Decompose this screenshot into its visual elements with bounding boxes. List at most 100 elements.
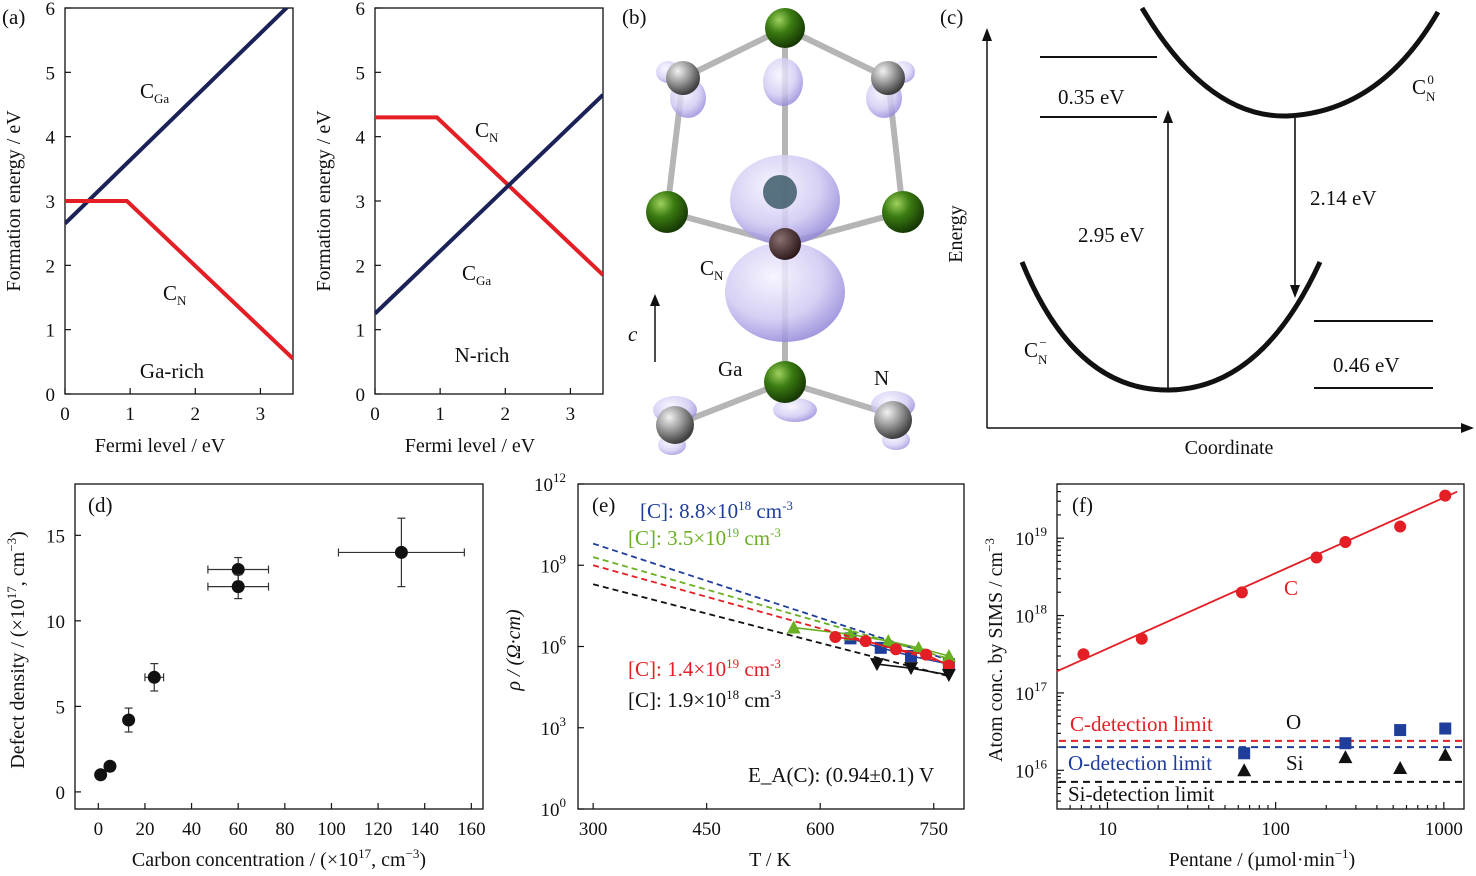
tick-base: 10 <box>1015 684 1034 705</box>
tick-base: 10 <box>1015 529 1034 550</box>
legend-text: [C]: 3.5×10 <box>628 526 726 550</box>
tick-exponent: 19 <box>1034 524 1047 539</box>
upper-state-parabola <box>1139 6 1441 119</box>
ga-atom <box>765 8 805 48</box>
panel-a-left-ylabel: Formation energy / eV <box>3 110 25 292</box>
tick-base: 10 <box>1015 607 1034 628</box>
c-axis-arrowhead <box>650 294 660 306</box>
orbital-lobe-lower <box>725 242 845 342</box>
state-name: C <box>1024 338 1038 362</box>
coordinate-axis-label: Coordinate <box>1185 437 1274 459</box>
label-part: , cm <box>371 849 406 871</box>
n-atom-label: N <box>874 366 889 390</box>
tick-base: 10 <box>541 638 560 659</box>
panel-a-left-chart: (a) Formation energy / eV Fermi level / … <box>2 0 294 457</box>
panel-a-label: (a) <box>2 5 25 29</box>
x-tick-label: 20 <box>135 819 154 840</box>
panel-e-xlabel: T / K <box>749 849 791 871</box>
data-point <box>904 662 919 676</box>
panel-d-xlabel: Carbon concentration / (×1017, cm−3) <box>132 846 426 871</box>
panel-a-right-annotation: N-rich <box>455 343 510 367</box>
panel-d-label: (d) <box>88 493 113 517</box>
panel-a-right-chart: Formation energy / eV Fermi level / eV N… <box>313 0 604 457</box>
y-tick-label: 5 <box>356 63 366 84</box>
c-axis-label: c <box>628 322 638 346</box>
y-tick-label: 3 <box>46 192 56 213</box>
data-point <box>941 648 956 662</box>
legend-entry: [C]: 1.4×1019 cm-3 <box>628 656 781 681</box>
data-point <box>889 643 902 656</box>
coordinate-axis-arrowhead <box>1461 423 1474 433</box>
atom-name: C <box>700 256 714 280</box>
x-tick-label: 40 <box>182 819 201 840</box>
energy-axis-label: Energy <box>945 205 967 262</box>
ga-atom <box>882 191 924 233</box>
data-point <box>122 713 136 727</box>
x-tick-label: 100 <box>317 819 346 840</box>
orbital-lobe-small <box>763 58 803 106</box>
y-tick-label: 0 <box>56 783 66 804</box>
panel-a-left-cn-label: CN <box>163 281 187 308</box>
y-tick-label: 3 <box>356 192 366 213</box>
legend-text: [C]: 1.9×10 <box>628 688 726 712</box>
energy-axis-arrowhead <box>982 28 992 41</box>
n-atom <box>871 61 905 95</box>
tick-base: 10 <box>541 556 560 577</box>
y-tick-label: 109 <box>541 551 567 577</box>
legend-entry: [C]: 1.9×1018 cm-3 <box>628 687 781 712</box>
y-tick-label: 6 <box>356 0 366 20</box>
series-line <box>65 8 290 225</box>
x-tick-label: 120 <box>364 819 393 840</box>
panel-f-label: (f) <box>1072 493 1093 517</box>
x-tick-label: 600 <box>806 819 835 840</box>
x-tick-label: 140 <box>410 819 439 840</box>
absorption-energy-label: 2.95 eV <box>1078 223 1145 247</box>
cn-atom-label: CN <box>700 256 724 283</box>
tick-exponent: 12 <box>553 470 566 485</box>
y-tick-label: 2 <box>356 256 366 277</box>
c-atom <box>769 228 801 260</box>
atom-subscript: N <box>714 268 724 283</box>
legend-text: cm <box>739 657 770 681</box>
data-point <box>1237 763 1252 777</box>
y-tick-label: 1012 <box>534 470 566 496</box>
detection-limit-label: C-detection limit <box>1070 712 1213 736</box>
y-tick-label: 5 <box>56 697 66 718</box>
legend-text: cm <box>751 499 782 523</box>
label-sup: −3 <box>406 846 420 861</box>
x-tick-label: 450 <box>692 819 721 840</box>
panel-e-ylabel: ρ / (Ω·cm) <box>503 609 525 692</box>
x-tick-label: 1000 <box>1425 819 1463 840</box>
x-tick-label: 160 <box>457 819 486 840</box>
y-tick-label: 100 <box>541 795 567 821</box>
x-tick-label: 2 <box>191 404 201 425</box>
label-sup: 17 <box>4 586 19 600</box>
series-line <box>375 93 603 316</box>
label-sup: 17 <box>358 846 372 861</box>
data-point <box>942 659 955 672</box>
panel-e-label: (e) <box>592 493 615 517</box>
label-sup: −1 <box>1335 846 1349 861</box>
y-tick-label: 103 <box>541 714 567 740</box>
label-part: Defect density / (×10 <box>7 599 29 769</box>
panel-e-chart: (e) ρ / (Ω·cm) T / K E_A(C): (0.94±0.1) … <box>503 470 965 871</box>
fit-line <box>1056 490 1458 673</box>
absorption-arrowhead <box>1163 110 1173 123</box>
data-point <box>1394 724 1407 737</box>
data-point <box>1393 760 1408 774</box>
x-tick-label: 0 <box>370 404 380 425</box>
emission-arrowhead <box>1290 285 1300 298</box>
legend-text: 19 <box>726 656 739 671</box>
legend-text: [C]: 8.8×10 <box>640 499 738 523</box>
data-point <box>1438 747 1453 761</box>
y-tick-label: 1018 <box>1015 602 1047 628</box>
data-point <box>1339 737 1352 750</box>
panel-f-chart: (f) Atom conc. by SIMS / cm−3 Pentane / … <box>982 483 1465 871</box>
data-point <box>829 631 842 644</box>
y-tick-label: 0 <box>46 385 56 406</box>
y-tick-label: 1 <box>46 321 56 342</box>
series-subscript: Ga <box>154 91 169 106</box>
data-point <box>394 545 408 559</box>
series-name: C <box>462 261 476 285</box>
